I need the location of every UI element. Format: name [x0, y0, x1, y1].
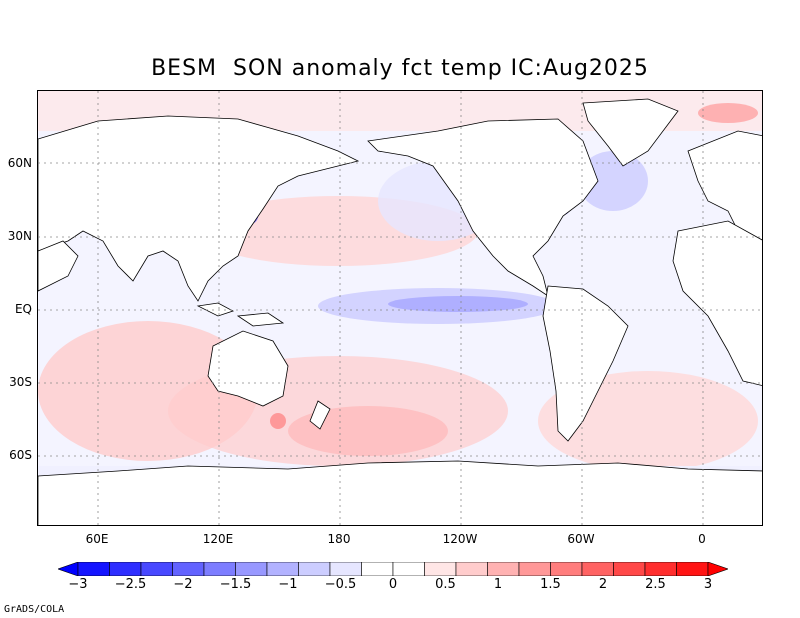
colorbar-tick-label: 1.5	[540, 577, 561, 592]
lon-label-60e: 60E	[85, 532, 109, 546]
colorbar-cell	[77, 562, 110, 576]
eurasia-landmass	[38, 115, 360, 302]
colorbar-cell	[487, 562, 520, 576]
lon-label-120w: 120W	[442, 532, 478, 546]
labrador-sea-cool	[578, 151, 648, 211]
antarctica-landmass	[38, 460, 762, 525]
map-title: BESM SON anomaly fct temp IC:Aug2025	[151, 56, 649, 81]
graticule	[38, 91, 762, 525]
lat-label-30s: 30S	[9, 375, 32, 389]
barents-hotspot	[698, 103, 758, 123]
colorbar-cell	[424, 562, 457, 576]
anomaly-field	[38, 91, 762, 525]
credit-label: GrADS/COLA	[4, 604, 65, 615]
colorbar-cell	[235, 562, 268, 576]
colorbar-cell	[518, 562, 551, 576]
colorbar-tick-label: 2	[598, 577, 608, 592]
colorbar-cell	[676, 562, 709, 576]
colorbar-tick-label: −3	[68, 577, 88, 592]
colorbar-cell	[140, 562, 173, 576]
australia-landmass	[207, 330, 289, 407]
continents	[38, 98, 762, 525]
tasman-hotspot	[270, 413, 286, 429]
colorbar-cell	[203, 562, 236, 576]
lat-label-30n: 30N	[7, 229, 32, 243]
north-america-landmass	[367, 118, 599, 297]
arabia-landmass	[38, 240, 79, 292]
colorbar	[58, 562, 728, 576]
colorbar-tick-label: −2	[173, 577, 193, 592]
colorbar-min-arrow	[58, 562, 79, 576]
colorbar-cell	[613, 562, 646, 576]
colorbar-tick-label: 0	[388, 577, 398, 592]
colorbar-tick-label: −1.5	[219, 577, 252, 592]
colorbar-cell	[550, 562, 583, 576]
colorbar-cell	[361, 562, 394, 576]
africa-landmass	[672, 220, 762, 386]
colorbar-cell	[172, 562, 205, 576]
colorbar-cell	[266, 562, 299, 576]
map-plot-area	[37, 90, 763, 526]
new-zealand-landmass	[309, 400, 331, 430]
lat-label-60s: 60S	[9, 448, 32, 462]
equatorial-pacific-cool-core	[388, 296, 528, 312]
south-pacific-warm-core	[288, 406, 448, 456]
borneo-landmass	[196, 302, 235, 317]
greenland-landmass	[582, 98, 679, 167]
colorbar-max-arrow	[707, 562, 728, 576]
colorbar-cell	[109, 562, 142, 576]
colorbar-tick-label: 2.5	[645, 577, 666, 592]
lon-label-120e: 120E	[202, 532, 234, 546]
lon-label-180: 180	[327, 532, 351, 546]
colorbar-tick-label: −1	[278, 577, 298, 592]
colorbar-tick-label: −2.5	[114, 577, 147, 592]
colorbar-cell	[298, 562, 331, 576]
lat-label-60n: 60N	[7, 156, 32, 170]
colorbar-cell	[392, 562, 425, 576]
lon-label-0: 0	[698, 532, 706, 546]
colorbar-tick-label: 0.5	[435, 577, 456, 592]
colorbar-tick-label: 1	[493, 577, 503, 592]
colorbar-cell	[455, 562, 488, 576]
colorbar-cell	[581, 562, 614, 576]
colorbar-cell	[329, 562, 362, 576]
colorbar-cell	[644, 562, 677, 576]
south-america-landmass	[542, 285, 629, 442]
new-guinea-landmass	[236, 312, 285, 327]
lat-label-eq: EQ	[14, 302, 32, 316]
lon-label-60w: 60W	[567, 532, 595, 546]
colorbar-tick-label: 3	[703, 577, 713, 592]
colorbar-tick-label: −0.5	[324, 577, 357, 592]
